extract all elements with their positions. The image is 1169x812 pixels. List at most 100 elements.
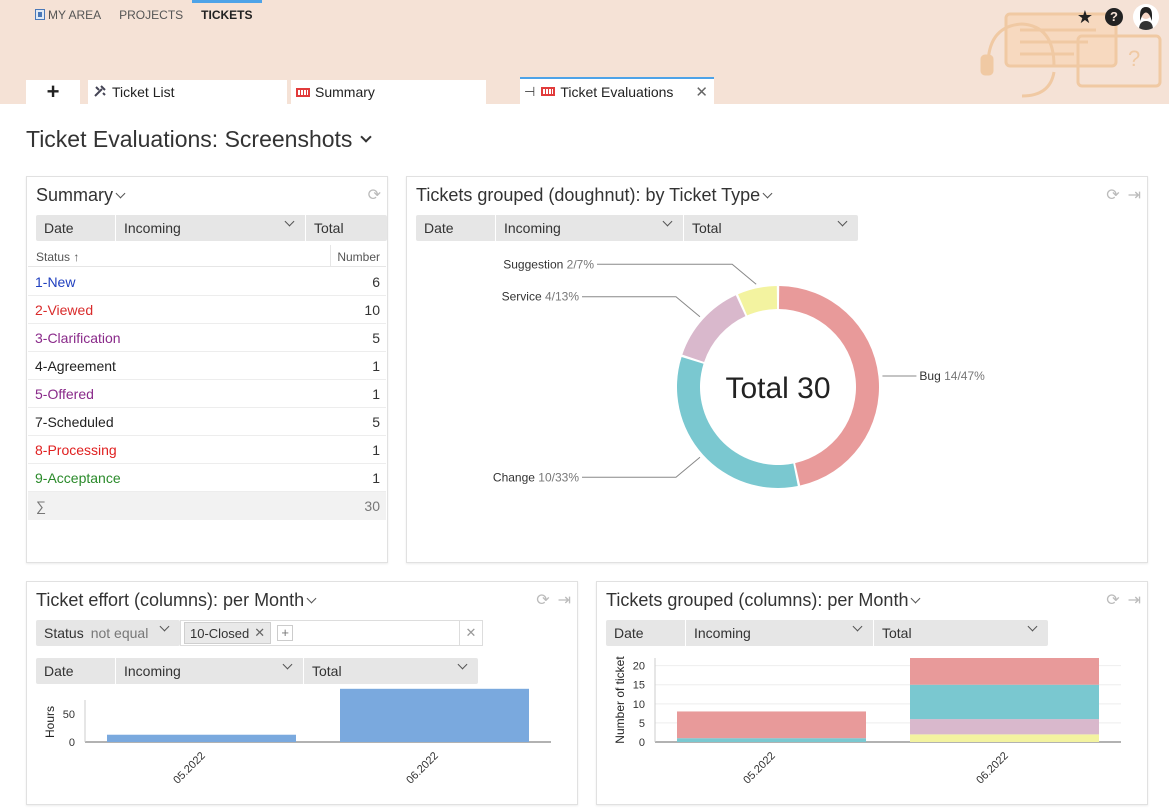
chevron-down-icon xyxy=(306,593,317,604)
bar xyxy=(107,734,296,742)
effort-chart: 0 50 05.2022 06.2022 Hours xyxy=(43,688,551,787)
total-select[interactable]: Total xyxy=(304,658,478,684)
star-icon[interactable]: ★ xyxy=(1076,6,1094,27)
effort-panel-title[interactable]: Ticket effort (columns): per Month xyxy=(36,590,317,611)
incoming-select[interactable]: Incoming xyxy=(496,215,684,241)
tab-ticket-evaluations-label: Ticket Evaluations xyxy=(560,83,674,100)
status-count: 5 xyxy=(372,414,380,430)
incoming-select[interactable]: Incoming xyxy=(686,620,874,646)
tab-summary[interactable]: Summary xyxy=(291,80,486,104)
slice-label: Suggestion 2/7% xyxy=(503,257,594,271)
date-field[interactable]: Date xyxy=(416,215,496,241)
summary-panel-title[interactable]: Summary xyxy=(36,185,126,206)
pin-icon[interactable]: ⊣ xyxy=(524,83,536,99)
status-count: 1 xyxy=(372,386,380,402)
incoming-select[interactable]: Incoming xyxy=(116,658,304,684)
y-tick-label: 10 xyxy=(633,699,645,711)
help-icon[interactable]: ? xyxy=(1105,8,1123,26)
total-select[interactable]: Total xyxy=(306,215,387,241)
doughnut-title-text: Tickets grouped (doughnut): by Ticket Ty… xyxy=(416,185,761,205)
status-link[interactable]: 2-Viewed xyxy=(35,302,94,318)
effort-filter-bar: Date Incoming Total xyxy=(36,658,478,684)
remove-tag-icon[interactable]: ✕ xyxy=(254,625,266,640)
nav-projects[interactable]: PROJECTS xyxy=(110,0,192,30)
number-column-header[interactable]: Number xyxy=(337,250,380,264)
incoming-label: Incoming xyxy=(504,220,561,236)
date-field[interactable]: Date xyxy=(36,658,116,684)
status-count: 6 xyxy=(372,274,380,290)
add-tab-button[interactable]: + xyxy=(26,79,80,104)
status-link[interactable]: 8-Processing xyxy=(35,442,117,458)
doughnut-chart: Bug 14/47% Change 10/33% Service 4/13% Sugg… xyxy=(493,257,985,488)
chevron-down-icon xyxy=(837,216,848,227)
table-row: 5-Offered 1 xyxy=(28,380,386,408)
support-illustration: ? xyxy=(980,12,1162,98)
status-column-header[interactable]: Status ↑ xyxy=(36,250,80,264)
tab-ticket-evaluations[interactable]: ⊣ Ticket Evaluations ✕ xyxy=(520,77,714,104)
add-tag-icon[interactable]: + xyxy=(277,625,294,641)
nav-tickets[interactable]: TICKETS xyxy=(192,0,262,30)
chevron-down-icon xyxy=(284,216,295,227)
chevron-down-icon xyxy=(852,621,863,632)
table-row: 7-Scheduled 5 xyxy=(28,408,386,436)
chevron-down-icon xyxy=(911,593,921,604)
incoming-label: Incoming xyxy=(694,625,751,641)
effort-panel: Ticket effort (columns): per Month ⟳ ⇥ S… xyxy=(26,581,578,805)
slice-label: Service 4/13% xyxy=(502,290,580,304)
chevron-down-icon xyxy=(662,216,673,227)
page-title[interactable]: Ticket Evaluations: Screenshots xyxy=(26,126,373,153)
clear-filter-button[interactable]: ✕ xyxy=(459,620,483,646)
chevron-down-icon xyxy=(159,621,170,632)
stacked-bar-segment xyxy=(910,719,1099,735)
doughnut-slice-service xyxy=(682,295,746,363)
status-tag: 10-Closed ✕ xyxy=(184,622,272,644)
export-icon[interactable]: ⇥ xyxy=(1127,187,1141,204)
date-field[interactable]: Date xyxy=(36,215,116,241)
nav-my-area[interactable]: MY AREA xyxy=(26,0,110,30)
panel-tools: ⟳ ⇥ xyxy=(1106,590,1141,610)
close-tab-icon[interactable]: ✕ xyxy=(695,83,708,101)
status-tag-input[interactable]: 10-Closed ✕ + xyxy=(180,620,483,646)
panel-tools: ⟳ ⇥ xyxy=(536,590,571,610)
y-axis-label: Hours xyxy=(43,706,57,738)
x-tick-label: 05.2022 xyxy=(171,750,208,787)
status-count: 1 xyxy=(372,358,380,374)
export-icon[interactable]: ⇥ xyxy=(557,592,571,609)
status-link[interactable]: 7-Scheduled xyxy=(35,414,114,430)
status-link[interactable]: 1-New xyxy=(35,274,76,290)
incoming-select[interactable]: Incoming xyxy=(116,215,306,241)
bar xyxy=(340,688,529,742)
grouped-filter-bar: Date Incoming Total xyxy=(606,620,1048,646)
total-select[interactable]: Total xyxy=(684,215,858,241)
status-link[interactable]: 5-Offered xyxy=(35,386,94,402)
panel-tools: ⟳ xyxy=(368,185,381,205)
status-count: 1 xyxy=(372,442,380,458)
table-row: 8-Processing 1 xyxy=(28,436,386,464)
export-icon[interactable]: ⇥ xyxy=(1127,592,1141,609)
status-operator-select[interactable]: Status not equal xyxy=(36,620,180,646)
doughnut-center-label: Total 30 xyxy=(725,372,830,405)
refresh-icon[interactable]: ⟳ xyxy=(367,187,381,204)
doughnut-panel-title[interactable]: Tickets grouped (doughnut): by Ticket Ty… xyxy=(416,185,773,206)
avatar[interactable] xyxy=(1133,4,1159,30)
date-field[interactable]: Date xyxy=(606,620,686,646)
grouped-panel-title[interactable]: Tickets grouped (columns): per Month xyxy=(606,590,921,611)
y-tick-label: 0 xyxy=(69,737,75,749)
status-link[interactable]: 9-Acceptance xyxy=(35,470,121,486)
total-label: Total xyxy=(312,663,342,679)
total-select[interactable]: Total xyxy=(874,620,1048,646)
refresh-icon[interactable]: ⟳ xyxy=(1106,592,1120,609)
tab-ticket-list[interactable]: Ticket List xyxy=(88,80,287,104)
chevron-down-icon xyxy=(115,188,126,199)
doughnut-slice-bug xyxy=(778,286,879,486)
refresh-icon[interactable]: ⟳ xyxy=(536,592,550,609)
stacked-bar-segment xyxy=(910,734,1099,742)
status-link[interactable]: 3-Clarification xyxy=(35,330,121,346)
nav-tickets-label: TICKETS xyxy=(201,8,253,22)
date-label: Date xyxy=(614,625,644,641)
status-link[interactable]: 4-Agreement xyxy=(35,358,116,374)
refresh-icon[interactable]: ⟳ xyxy=(1106,187,1120,204)
header: MY AREA PROJECTS TICKETS ? ★ ? xyxy=(0,0,1169,104)
status-tag-label: 10-Closed xyxy=(190,625,250,641)
leader-line xyxy=(582,456,701,478)
